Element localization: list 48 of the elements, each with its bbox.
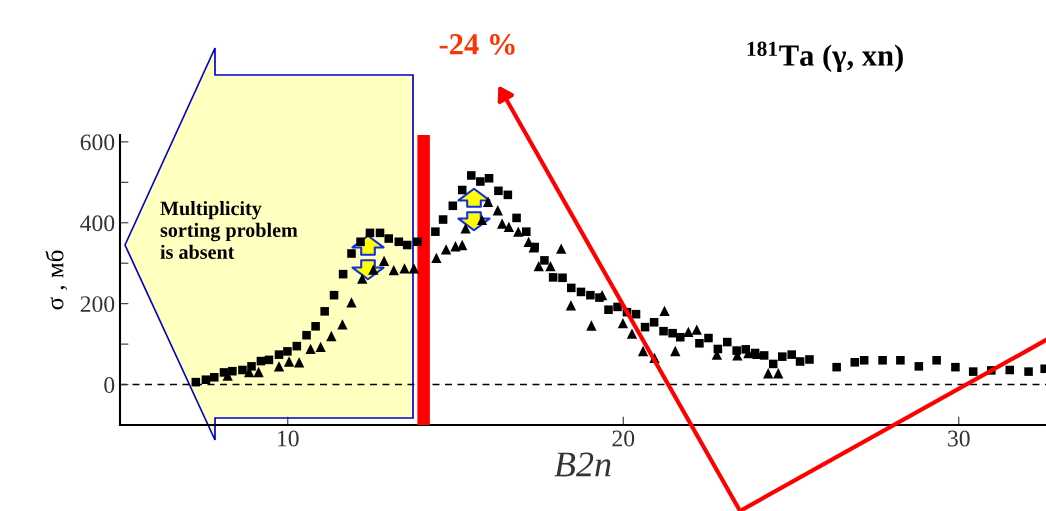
text: -24 % bbox=[439, 34, 515, 55]
point bbox=[388, 264, 399, 276]
point bbox=[763, 368, 774, 379]
point bbox=[440, 244, 452, 255]
point bbox=[626, 328, 638, 339]
point bbox=[482, 196, 494, 207]
point bbox=[378, 255, 390, 266]
x-tick-label: 10 bbox=[278, 430, 299, 447]
point bbox=[545, 260, 556, 272]
point bbox=[476, 214, 488, 226]
point bbox=[253, 366, 264, 378]
point bbox=[460, 223, 471, 234]
point bbox=[457, 239, 468, 251]
point bbox=[346, 297, 357, 308]
y-tick-label: 200 bbox=[80, 296, 115, 313]
y-tick-label: 0 bbox=[104, 377, 115, 393]
chart-title: $^{181}$Ta (γ, xn) bbox=[747, 41, 903, 73]
point bbox=[691, 324, 702, 335]
y-tick-label: 600 bbox=[80, 134, 115, 151]
point bbox=[637, 345, 649, 357]
point bbox=[326, 330, 337, 342]
point bbox=[556, 243, 567, 254]
point bbox=[617, 317, 629, 329]
point bbox=[273, 361, 285, 372]
point bbox=[503, 221, 514, 232]
point bbox=[513, 226, 524, 237]
x-axis-title: B2n bbox=[554, 452, 611, 477]
point bbox=[283, 356, 295, 367]
y-axis-title: σ , мб bbox=[45, 250, 68, 310]
y-tick-label: 400 bbox=[80, 215, 115, 232]
point bbox=[294, 357, 305, 368]
point bbox=[670, 345, 681, 357]
point bbox=[357, 273, 368, 284]
point bbox=[315, 341, 326, 353]
x-tick-label: 30 bbox=[948, 430, 970, 447]
point bbox=[565, 300, 577, 311]
point bbox=[586, 320, 597, 331]
point bbox=[496, 218, 508, 229]
point bbox=[305, 343, 316, 355]
x-tick-label: 20 bbox=[612, 430, 635, 447]
annotation: Multiplicity sorting problem is absent bbox=[160, 201, 298, 259]
point bbox=[431, 252, 442, 264]
point bbox=[399, 263, 410, 274]
point bbox=[683, 326, 694, 338]
point bbox=[337, 319, 348, 330]
point bbox=[659, 305, 670, 317]
point bbox=[408, 263, 420, 274]
point bbox=[533, 260, 544, 272]
